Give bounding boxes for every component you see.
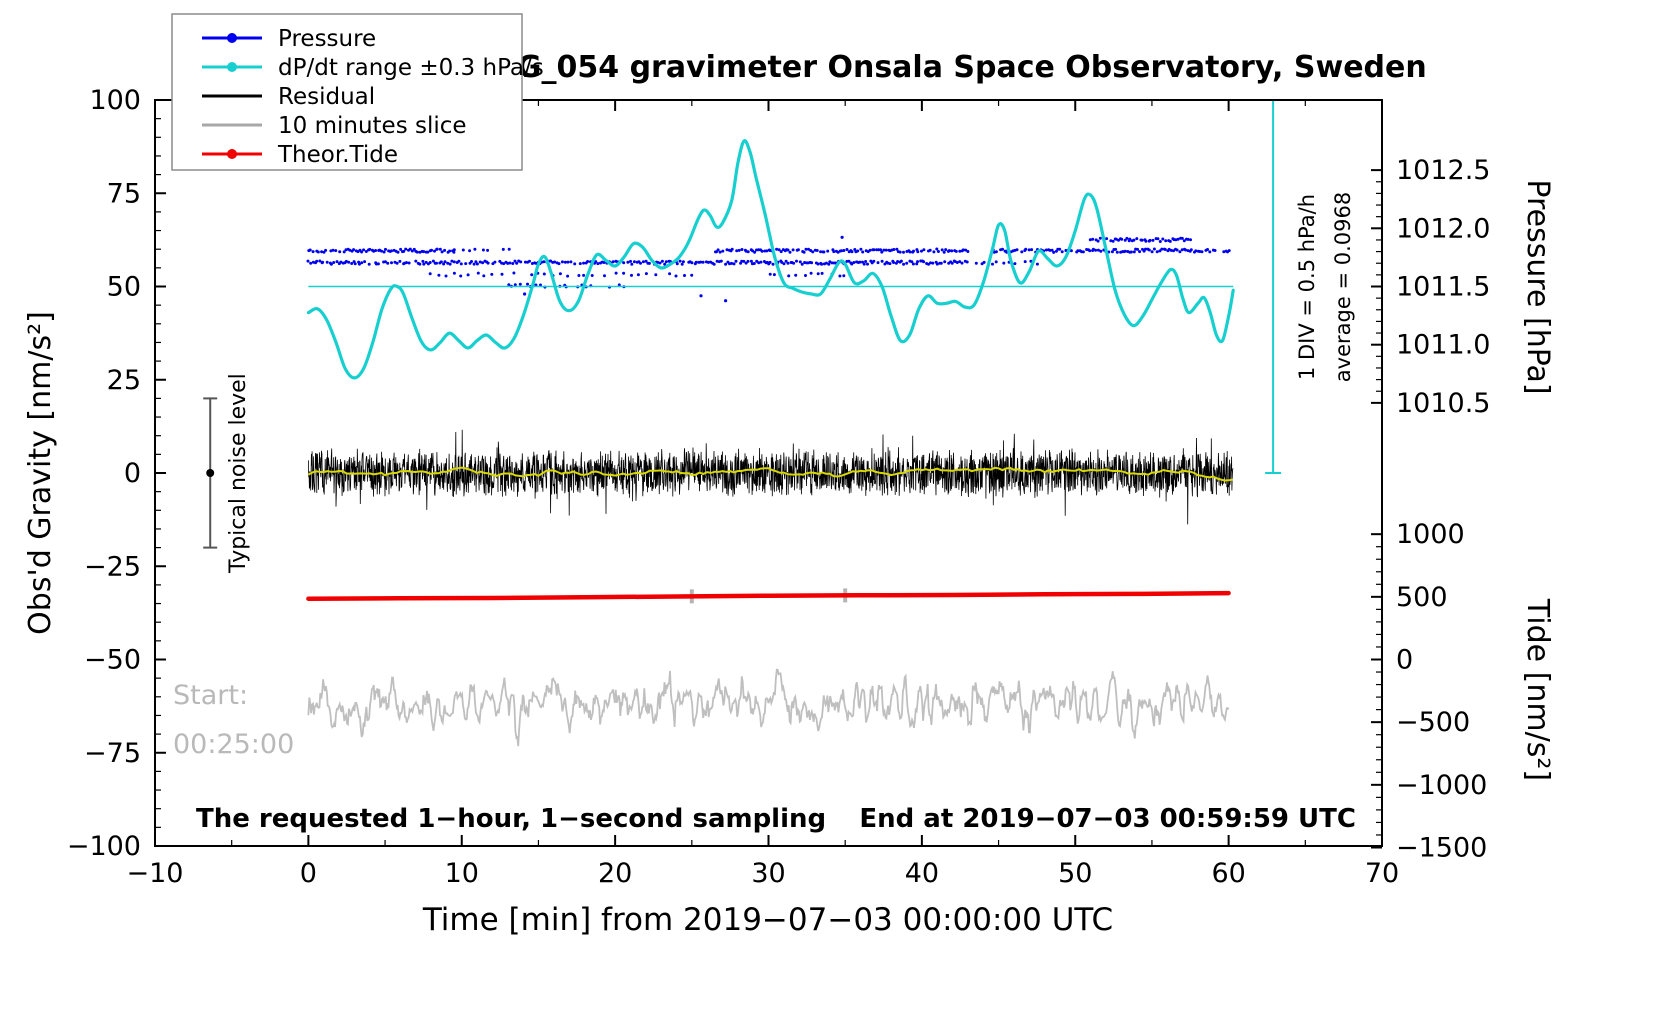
dpdt-swatch-dot <box>227 62 237 72</box>
y-axis-label-pressure: Pressure [hPa] <box>1520 179 1555 394</box>
x-axis-label: Time [min] from 2019−07−03 00:00:00 UTC <box>422 902 1113 938</box>
legend-item-dpdt: dP/dt range ±0.3 hPa/s <box>202 55 544 81</box>
pressure-swatch-dot <box>227 33 237 43</box>
svg-text:20: 20 <box>598 858 632 889</box>
legend-label-slice: 10 minutes slice <box>278 113 467 139</box>
svg-text:100: 100 <box>89 85 141 116</box>
plot-generated-layer: −10 0 10 20 30 40 50 60 70−100−75−50−25025507510… <box>67 85 1491 889</box>
legend-item-slice: 10 minutes slice <box>202 113 467 139</box>
svg-text:0: 0 <box>124 458 141 489</box>
typical-noise-level-label: Typical noise level <box>226 373 251 574</box>
svg-text:25: 25 <box>107 365 141 396</box>
dpdt-scale-bar <box>1265 99 1282 474</box>
svg-text:60: 60 <box>1211 858 1245 889</box>
y-axis-label-tide: Tide [nm/s²] <box>1520 598 1555 781</box>
svg-text:1012.0: 1012.0 <box>1396 213 1490 244</box>
y-axis-label-gravity: Obs'd Gravity [nm/s²] <box>23 311 58 635</box>
tide-series <box>306 588 1231 604</box>
start-time-label: 00:25:00 <box>173 729 294 760</box>
svg-text:−100: −100 <box>67 831 141 862</box>
svg-text:−500: −500 <box>1396 707 1470 738</box>
svg-text:−1000: −1000 <box>1396 770 1487 801</box>
svg-text:−10: −10 <box>127 858 184 889</box>
div-scale-annotation: 1 DIV = 0.5 hPa/h <box>1295 194 1319 380</box>
svg-text:1010.5: 1010.5 <box>1396 388 1490 419</box>
svg-text:30: 30 <box>751 858 785 889</box>
tick-labels: −10 0 10 20 30 40 50 60 70−100−75−50−25025507510… <box>67 85 1491 889</box>
dpdt-series <box>306 139 1235 380</box>
smoothed-residual-series <box>307 466 1233 482</box>
start-label: Start: <box>173 680 248 711</box>
pressure-series <box>306 235 1231 303</box>
svg-text:70: 70 <box>1365 858 1399 889</box>
slice-series <box>307 668 1230 747</box>
legend-item-residual: Residual <box>202 84 375 110</box>
legend-label-dpdt: dP/dt range ±0.3 hPa/s <box>278 55 544 81</box>
chart-title: SCG_054 gravimeter Onsala Space Observat… <box>473 50 1426 85</box>
svg-text:−75: −75 <box>84 738 141 769</box>
svg-text:0: 0 <box>1396 645 1413 676</box>
end-time-note: End at 2019−07−03 00:59:59 UTC <box>859 804 1356 834</box>
sampling-note: The requested 1−hour, 1−second sampling <box>196 804 826 834</box>
svg-text:10: 10 <box>445 858 479 889</box>
svg-text:−1500: −1500 <box>1396 832 1487 863</box>
svg-text:1012.5: 1012.5 <box>1396 155 1490 186</box>
tide-swatch-dot <box>227 149 237 159</box>
legend-label-residual: Residual <box>278 84 375 110</box>
svg-text:50: 50 <box>107 272 141 303</box>
legend: Pressure dP/dt range ±0.3 hPa/s Residual… <box>171 13 544 171</box>
typical-noise-errorbar <box>203 397 218 549</box>
svg-text:0: 0 <box>300 858 317 889</box>
svg-text:500: 500 <box>1396 582 1448 613</box>
svg-text:1011.5: 1011.5 <box>1396 272 1490 303</box>
svg-text:50: 50 <box>1058 858 1092 889</box>
legend-label-tide: Theor.Tide <box>277 142 398 168</box>
residual-series <box>308 429 1234 525</box>
svg-text:1000: 1000 <box>1396 519 1465 550</box>
svg-text:−50: −50 <box>84 645 141 676</box>
legend-item-tide: Theor.Tide <box>202 142 398 168</box>
svg-text:75: 75 <box>107 178 141 209</box>
legend-item-pressure: Pressure <box>202 26 376 52</box>
svg-text:40: 40 <box>905 858 939 889</box>
axes-frame <box>154 99 1383 849</box>
legend-label-pressure: Pressure <box>278 26 376 52</box>
svg-text:1011.0: 1011.0 <box>1396 330 1490 361</box>
average-annotation: average = 0.0968 <box>1331 192 1355 382</box>
svg-text:−25: −25 <box>84 551 141 582</box>
